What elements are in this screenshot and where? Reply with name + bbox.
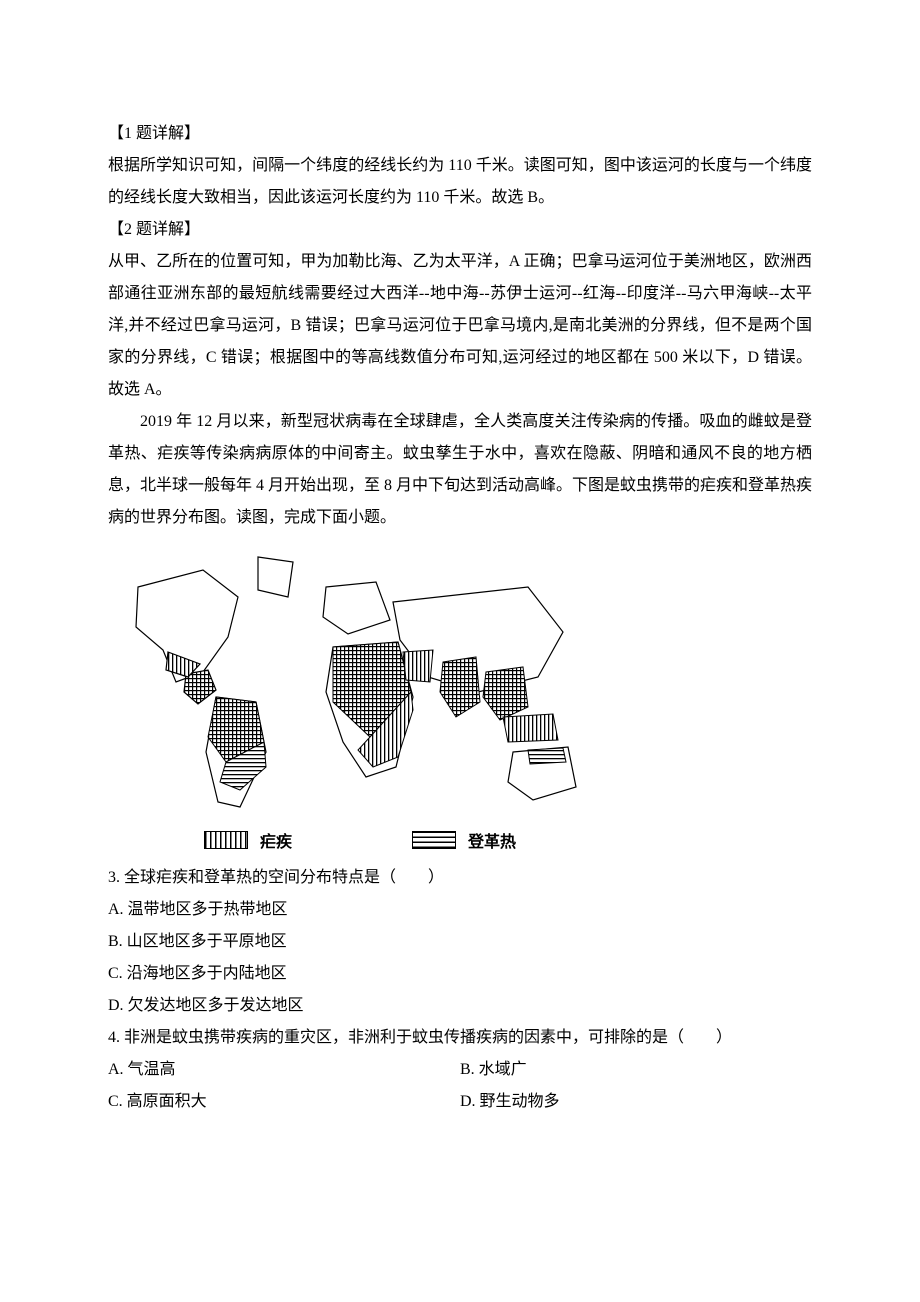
legend-dengue-label: 登革热	[468, 828, 516, 852]
passage-text: 2019 年 12 月以来，新型冠状病毒在全球肆虐，全人类高度关注传染病的传播。…	[108, 406, 812, 534]
question-3-option-d: D. 欠发达地区多于发达地区	[108, 990, 812, 1022]
explanation-1-heading: 【1 题详解】	[108, 118, 812, 150]
question-4-stem: 4. 非洲是蚊虫携带疾病的重灾区，非洲利于蚊虫传播疾病的因素中，可排除的是（ ）	[108, 1022, 812, 1054]
explanation-1-body: 根据所学知识可知，间隔一个纬度的经线长约为 110 千米。读图可知，图中该运河的…	[108, 150, 812, 214]
legend-malaria-swatch	[204, 831, 248, 849]
legend-dengue-swatch	[412, 831, 456, 849]
question-3-option-b: B. 山区地区多于平原地区	[108, 926, 812, 958]
question-3-option-c: C. 沿海地区多于内陆地区	[108, 958, 812, 990]
question-3-stem: 3. 全球疟疾和登革热的空间分布特点是（ ）	[108, 862, 812, 894]
explanation-2-heading: 【2 题详解】	[108, 214, 812, 246]
question-4-option-c: C. 高原面积大	[108, 1086, 460, 1118]
question-4-option-a: A. 气温高	[108, 1054, 460, 1086]
question-4-option-b: B. 水域广	[460, 1054, 812, 1086]
legend-malaria-label: 疟疾	[260, 828, 292, 852]
map-legend: 疟疾 登革热	[204, 828, 812, 852]
question-4-option-d: D. 野生动物多	[460, 1086, 812, 1118]
explanation-2-body: 从甲、乙所在的位置可知，甲为加勒比海、乙为太平洋，A 正确；巴拿马运河位于美洲地…	[108, 246, 812, 406]
world-map-svg	[108, 542, 588, 822]
world-map-figure	[108, 542, 812, 822]
question-3-option-a: A. 温带地区多于热带地区	[108, 894, 812, 926]
legend-dengue: 登革热	[412, 828, 516, 852]
legend-malaria: 疟疾	[204, 828, 292, 852]
